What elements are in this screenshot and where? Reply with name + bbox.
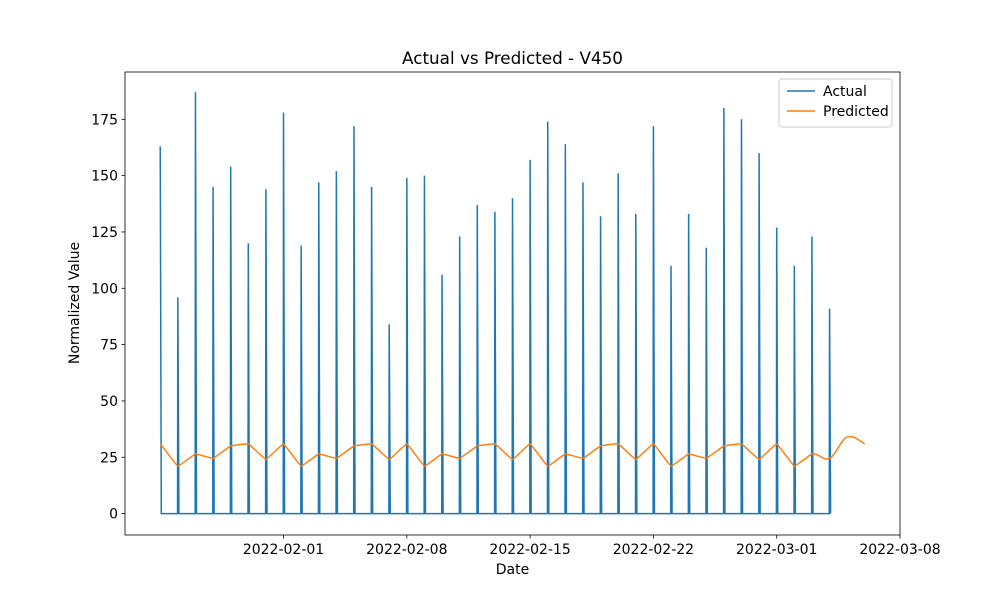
axes-frame [124, 71, 901, 536]
chart-title: Actual vs Predicted - V450 [402, 48, 623, 68]
plot-area: 0 25 50 75 100 125 150 175 2022-02-01 2022-02-08 2… [91, 71, 941, 558]
y-tick-label: 0 [109, 507, 118, 523]
x-tick-label: 2022-02-08 [366, 542, 447, 558]
series-line-predicted [159, 435, 866, 468]
y-tick-label: 125 [91, 225, 118, 241]
legend: Actual Predicted [778, 78, 893, 128]
x-tick-label: 2022-02-22 [613, 542, 694, 558]
legend-label-predicted: Predicted [823, 104, 889, 120]
y-axis-label: Normalized Value [67, 242, 83, 364]
y-tick-label: 100 [91, 281, 118, 297]
y-tick-label: 175 [91, 112, 118, 128]
x-axis-label: Date [496, 562, 529, 578]
y-tick-label: 150 [91, 169, 118, 185]
x-tick-label: 2022-02-15 [489, 542, 570, 558]
y-tick-label: 25 [100, 450, 118, 466]
series-line-actual [159, 92, 832, 515]
x-tick-label: 2022-02-01 [243, 542, 324, 558]
x-tick-label: 2022-03-01 [736, 542, 817, 558]
x-tick-label: 2022-03-08 [859, 542, 940, 558]
legend-label-actual: Actual [823, 84, 867, 100]
y-tick-label: 50 [100, 394, 118, 410]
y-tick-label: 75 [100, 338, 118, 354]
